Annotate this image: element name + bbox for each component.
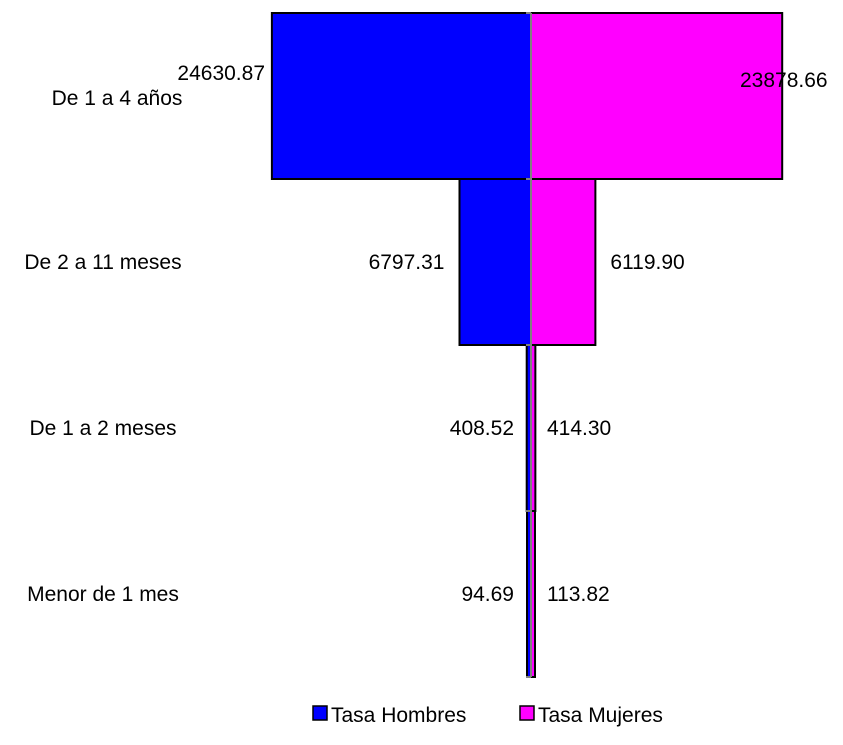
legend-swatch bbox=[312, 705, 328, 721]
legend-item-mujeres: Tasa Mujeres bbox=[519, 704, 663, 727]
legend-label: Tasa Mujeres bbox=[538, 704, 663, 727]
category-label: Menor de 1 mes bbox=[27, 583, 179, 606]
bar-mujeres bbox=[530, 178, 597, 346]
data-label-hombres: 6797.31 bbox=[369, 251, 445, 274]
data-label-mujeres: 23878.66 bbox=[740, 69, 828, 92]
data-label-mujeres: 6119.90 bbox=[610, 251, 684, 274]
data-label-hombres: 24630.87 bbox=[177, 62, 265, 85]
bar-hombres bbox=[270, 12, 532, 180]
category-label: De 1 a 4 años bbox=[52, 87, 183, 110]
bar-mujeres bbox=[530, 12, 784, 180]
data-label-hombres: 94.69 bbox=[461, 583, 514, 606]
legend-item-hombres: Tasa Hombres bbox=[312, 704, 466, 727]
legend-swatch bbox=[519, 705, 535, 721]
data-label-mujeres: 113.82 bbox=[547, 583, 610, 606]
data-label-hombres: 408.52 bbox=[450, 417, 514, 440]
data-label-mujeres: 414.30 bbox=[547, 417, 611, 440]
category-label: De 2 a 11 meses bbox=[24, 251, 181, 274]
legend-label: Tasa Hombres bbox=[331, 704, 466, 727]
category-label: De 1 a 2 meses bbox=[29, 417, 176, 440]
bar-hombres bbox=[458, 178, 533, 346]
